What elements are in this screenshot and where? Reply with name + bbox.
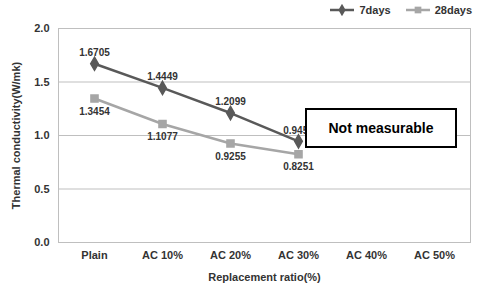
svg-text:2.0: 2.0 [34,22,49,34]
svg-text:AC 50%: AC 50% [414,249,455,261]
svg-text:0.9255: 0.9255 [215,151,246,162]
svg-text:Plain: Plain [81,249,108,261]
html-text:28days: 28days [434,4,472,16]
svg-text:Replacement ratio(%): Replacement ratio(%) [208,271,321,283]
svg-text:1.5: 1.5 [34,76,49,88]
svg-text:0.8251: 0.8251 [283,161,314,172]
svg-text:0.5: 0.5 [34,183,49,195]
svg-text:AC 30%: AC 30% [278,249,319,261]
svg-text:1.1077: 1.1077 [147,131,178,142]
svg-text:0.9451: 0.9451 [283,124,314,136]
html-text:7days: 7days [359,4,391,16]
svg-text:1.2099: 1.2099 [215,96,246,107]
svg-text:1.4449: 1.4449 [147,71,178,82]
svg-text:AC 40%: AC 40% [346,249,387,261]
svg-text:AC 10%: AC 10% [142,249,183,261]
svg-text:1.6705: 1.6705 [79,47,110,58]
svg-text:Thermal conductivity(W/mk): Thermal conductivity(W/mk) [10,62,22,210]
svg-text:1.3454: 1.3454 [79,106,110,117]
html-text:Not measurable: Not measurable [328,119,434,136]
svg-text:0.0: 0.0 [34,236,49,248]
svg-text:AC 20%: AC 20% [210,249,251,261]
svg-text:1.0: 1.0 [34,129,49,141]
